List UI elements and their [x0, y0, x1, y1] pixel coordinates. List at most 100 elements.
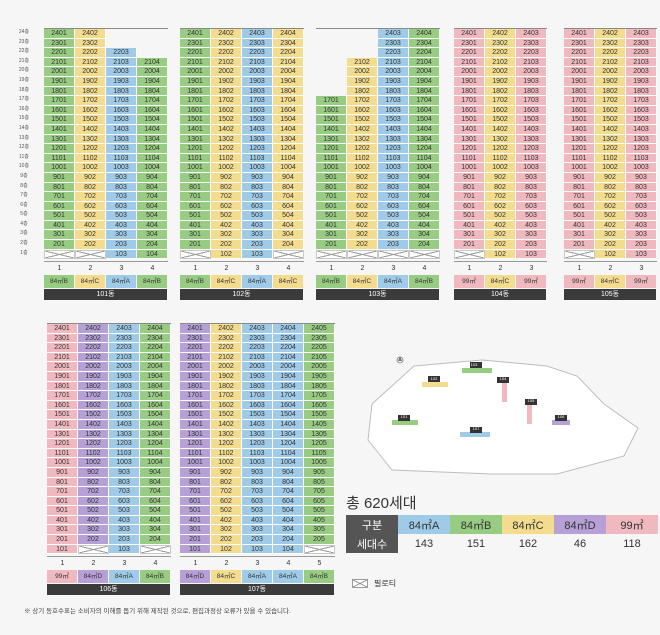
summary-count-row: 세대수 143 151 162 46 118 — [346, 534, 658, 553]
unit-cell: 2003 — [626, 67, 657, 77]
floor-row: 1401 1402 1403 — [454, 124, 547, 135]
unit-cell: 703 — [626, 192, 657, 202]
unit-cell: 2102 — [75, 57, 106, 68]
unit-cell: 303 — [109, 525, 140, 536]
unit-cell: 404 — [140, 515, 171, 526]
floor-row: 103 104 — [44, 249, 168, 260]
floor-row: 801 802 803 804 — [44, 182, 168, 193]
unit-cell: 904 — [273, 172, 304, 183]
unit-cell: 204 — [409, 240, 440, 250]
unit-cell: 203 — [242, 535, 273, 545]
unit-cell: 1104 — [137, 153, 168, 164]
line-number: 1 — [60, 560, 65, 568]
floor-row: 1001 1002 1003 1004 — [316, 163, 440, 173]
unit-cell: 604 — [273, 496, 304, 507]
unit-cell: 1501 — [454, 115, 485, 125]
unit-cell: 2401 — [454, 29, 485, 39]
unit-cell: 501 — [47, 506, 78, 516]
unit-cell: 604 — [273, 201, 304, 212]
unit-cell: 1901 — [564, 76, 595, 87]
unit-cell: 1203 — [378, 144, 409, 154]
unit-cell: 504 — [137, 211, 168, 221]
unit-type-label: 84㎡A — [106, 275, 136, 289]
unit-cell: 804 — [140, 477, 171, 488]
unit-cell: 1703 — [516, 96, 547, 106]
unit-cell: 1202 — [211, 144, 242, 154]
floor-row: 1201 1202 1203 1204 — [316, 144, 440, 154]
unit-cell: 1502 — [485, 115, 516, 125]
unit-cell: 2002 — [75, 67, 106, 77]
unit-cell: 403 — [378, 220, 409, 231]
unit-cell: 603 — [242, 201, 273, 212]
line-number: 5 — [317, 560, 322, 568]
floor-row: 401 402 403 404 — [44, 220, 168, 231]
floor-row: 1401 1402 1403 1404 — [44, 124, 168, 135]
floor-row: 1701 1702 1703 — [454, 96, 547, 106]
unit-cell: 2303 — [378, 38, 409, 49]
piloti-cell — [44, 249, 75, 260]
unit-cell: 1004 — [140, 458, 171, 468]
divider — [316, 261, 440, 263]
unit-cell: 2201 — [180, 48, 211, 58]
unit-type-label: 84㎡B — [137, 275, 167, 289]
unit-cell: 703 — [242, 487, 273, 497]
unit-cell: 1902 — [211, 371, 242, 382]
unit-cell: 1903 — [626, 76, 657, 87]
floor-row: 102 103 — [564, 249, 657, 260]
floor-row: 2102 2103 2104 — [316, 57, 440, 68]
unit-cell: 1203 — [242, 144, 273, 154]
unit-type-label: 84㎡A — [378, 275, 408, 289]
unit-type-label: 84㎡B — [409, 275, 439, 289]
unit-cell: 2302 — [211, 333, 242, 344]
unit-cell: 1002 — [347, 163, 378, 173]
floor-row: 1001 1002 1003 1004 — [44, 163, 168, 173]
unit-cell: 405 — [304, 515, 335, 526]
unit-cell: 701 — [44, 192, 75, 202]
unit-type-label: 84㎡C — [75, 275, 105, 289]
unit-cell: 2101 — [564, 57, 595, 68]
unit-cell: 1902 — [485, 76, 516, 87]
unit-cell: 704 — [273, 192, 304, 202]
floor-row: 1501 1502 1503 1504 — [180, 115, 304, 125]
unit-cell: 1902 — [78, 371, 109, 382]
unit-cell: 1702 — [595, 96, 626, 106]
unit-cell: 1302 — [75, 134, 106, 145]
unit-cell — [316, 77, 347, 87]
divider — [564, 261, 657, 263]
unit-cell: 901 — [44, 172, 75, 183]
unit-grid: 2403 2404 2303 2304 2203 2204 2102 2103 2104 2002… — [316, 28, 440, 301]
unit-cell: 2403 — [242, 324, 273, 334]
unit-cell: 2102 — [595, 57, 626, 68]
unit-cell: 2302 — [75, 38, 106, 49]
unit-cell: 501 — [180, 211, 211, 221]
floor-labels: 24층 23층 22층 21층 20층 19층 18층 17층 16층 15층 14층 13층 12층 1… — [15, 28, 33, 258]
unit-cell: 1204 — [140, 439, 171, 449]
piloti-cell — [378, 249, 409, 260]
unit-cell: 1303 — [242, 134, 273, 145]
line-number: 1 — [193, 560, 198, 568]
floor-row: 301 302 303 304 305 — [180, 525, 335, 536]
unit-cell: 404 — [273, 220, 304, 231]
unit-cell: 1102 — [78, 448, 109, 459]
unit-cell: 301 — [564, 230, 595, 241]
piloti-label: 필로티 — [374, 579, 397, 588]
unit-cell: 702 — [347, 192, 378, 202]
unit-cell: 1602 — [211, 400, 242, 411]
unit-cell: 2303 — [242, 38, 273, 49]
unit-cell — [316, 67, 347, 77]
unit-cell: 1101 — [180, 153, 211, 164]
floor-label: 5층 — [20, 211, 28, 218]
unit-cell: 1301 — [564, 134, 595, 145]
unit-cell: 1802 — [78, 381, 109, 392]
unit-cell: 1704 — [137, 96, 168, 106]
unit-cell: 1004 — [273, 458, 304, 468]
floor-row: 801 802 803 804 — [316, 182, 440, 193]
floor-row: 401 402 403 404 — [316, 220, 440, 231]
unit-cell: 2202 — [78, 343, 109, 353]
unit-cell: 401 — [316, 220, 347, 231]
unit-cell: 2302 — [485, 38, 516, 49]
unit-cell: 1402 — [211, 124, 242, 135]
summary-title: 총 620세대 — [346, 495, 417, 512]
unit-cell: 1502 — [595, 115, 626, 125]
unit-cell: 1301 — [180, 429, 211, 440]
